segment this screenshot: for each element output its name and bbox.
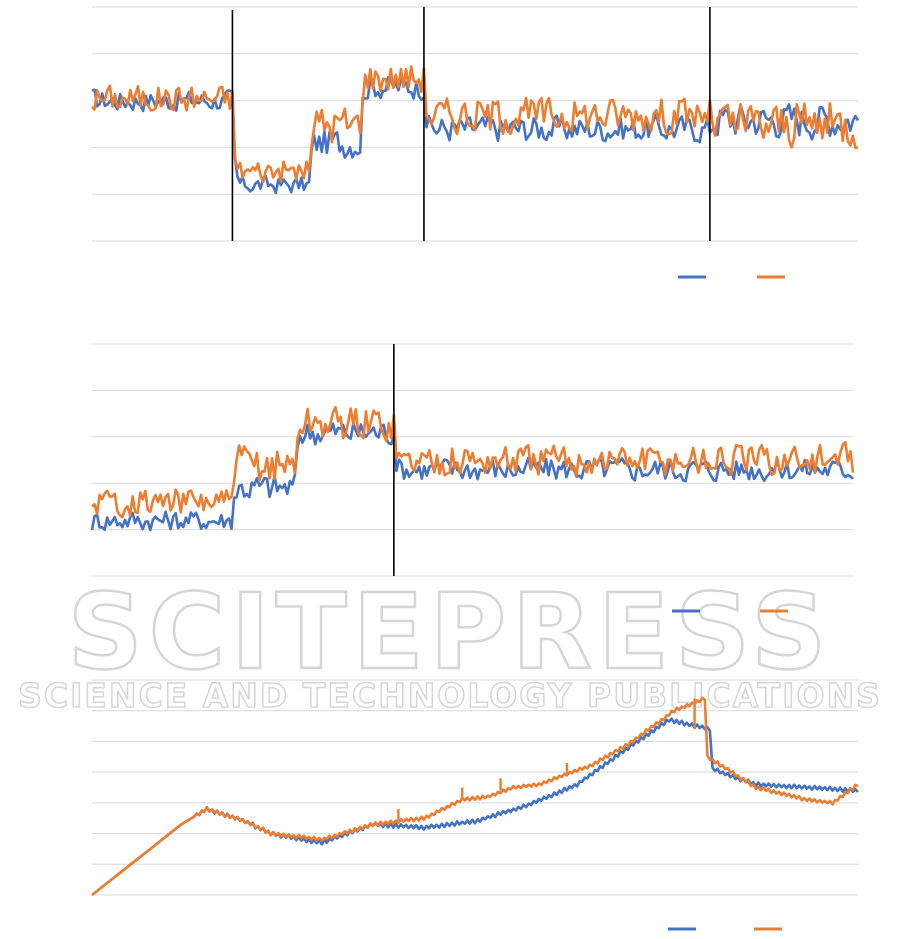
watermark: SCITEPRESS SCIENCE AND TECHNOLOGY PUBLIC…: [17, 570, 882, 716]
watermark-title: SCITEPRESS: [68, 571, 832, 693]
series-a-line: [91, 76, 860, 195]
watermark-subtitle: SCIENCE AND TECHNOLOGY PUBLICATIONS: [18, 676, 882, 715]
chart-2: [90, 343, 855, 577]
series-a-line: [90, 421, 854, 532]
chart-3: [91, 679, 859, 897]
series-b-line: [91, 696, 859, 897]
series-b-line: [91, 405, 855, 519]
series-b-line: [91, 65, 859, 184]
chart-1: [91, 6, 860, 242]
